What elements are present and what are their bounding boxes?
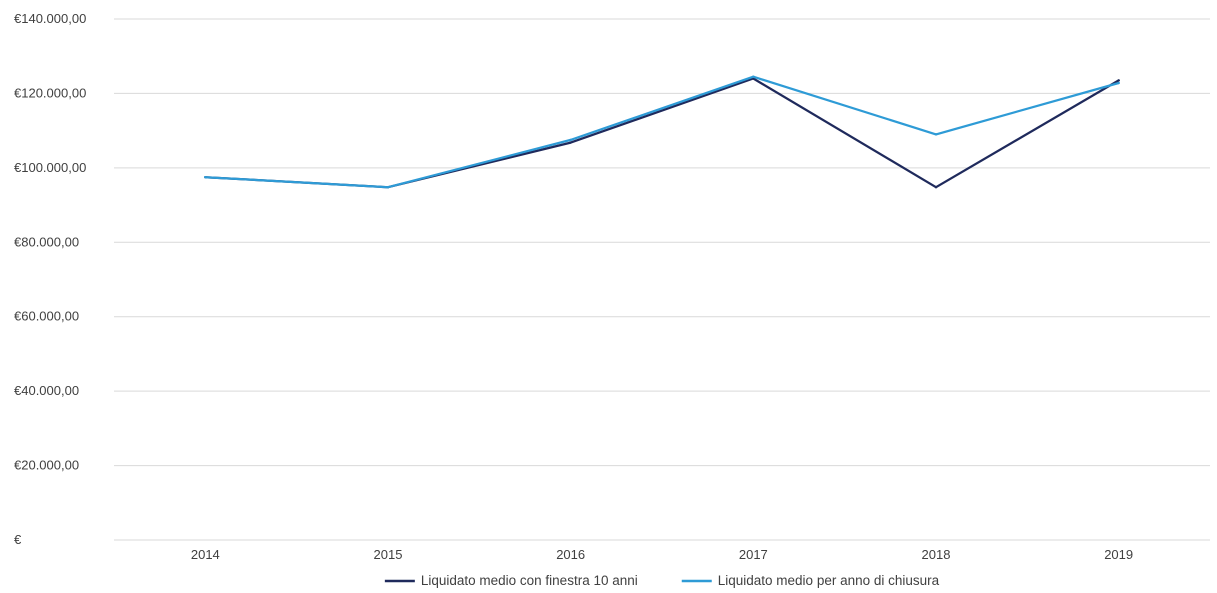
x-tick-label: 2016 [556,547,585,562]
y-tick-label: €80.000,00 [14,234,79,249]
data-point [1117,81,1120,85]
y-tick-label: €40.000,00 [14,383,79,398]
axes: € €20.000,00 €40.000,00 €60.000,00 €80.000,0… [14,11,1210,562]
legend-label-1: Liquidato medio con finestra 10 anni [421,573,638,588]
series-lines [204,75,1120,189]
x-tick-label: 2015 [374,547,403,562]
legend: Liquidato medio con finestra 10 anni Liqu… [384,573,940,588]
x-tick-label: 2018 [922,547,951,562]
gridlines [114,18,1210,467]
data-point [1117,79,1120,82]
data-point [934,186,938,189]
data-point [569,141,572,144]
y-tick-label: €140.000,00 [14,11,86,26]
series-line-2 [204,75,1120,189]
series-line-1 [204,77,1120,189]
data-point [934,133,938,136]
y-tick-label: €20.000,00 [14,458,79,473]
x-tick-label: 2017 [739,547,768,562]
data-point [752,75,755,78]
data-point [204,175,207,179]
legend-label-2: Liquidato medio per anno di chiusura [718,573,940,588]
y-tick-label: €120.000,00 [14,85,86,100]
y-tick-label: € [14,532,22,547]
x-tick-label: 2014 [191,547,220,562]
x-tick-label: 2019 [1104,547,1133,562]
y-tick-label: €100.000,00 [14,160,86,175]
data-point [569,138,572,142]
y-tick-label: €60.000,00 [14,309,79,324]
data-point [386,186,390,189]
